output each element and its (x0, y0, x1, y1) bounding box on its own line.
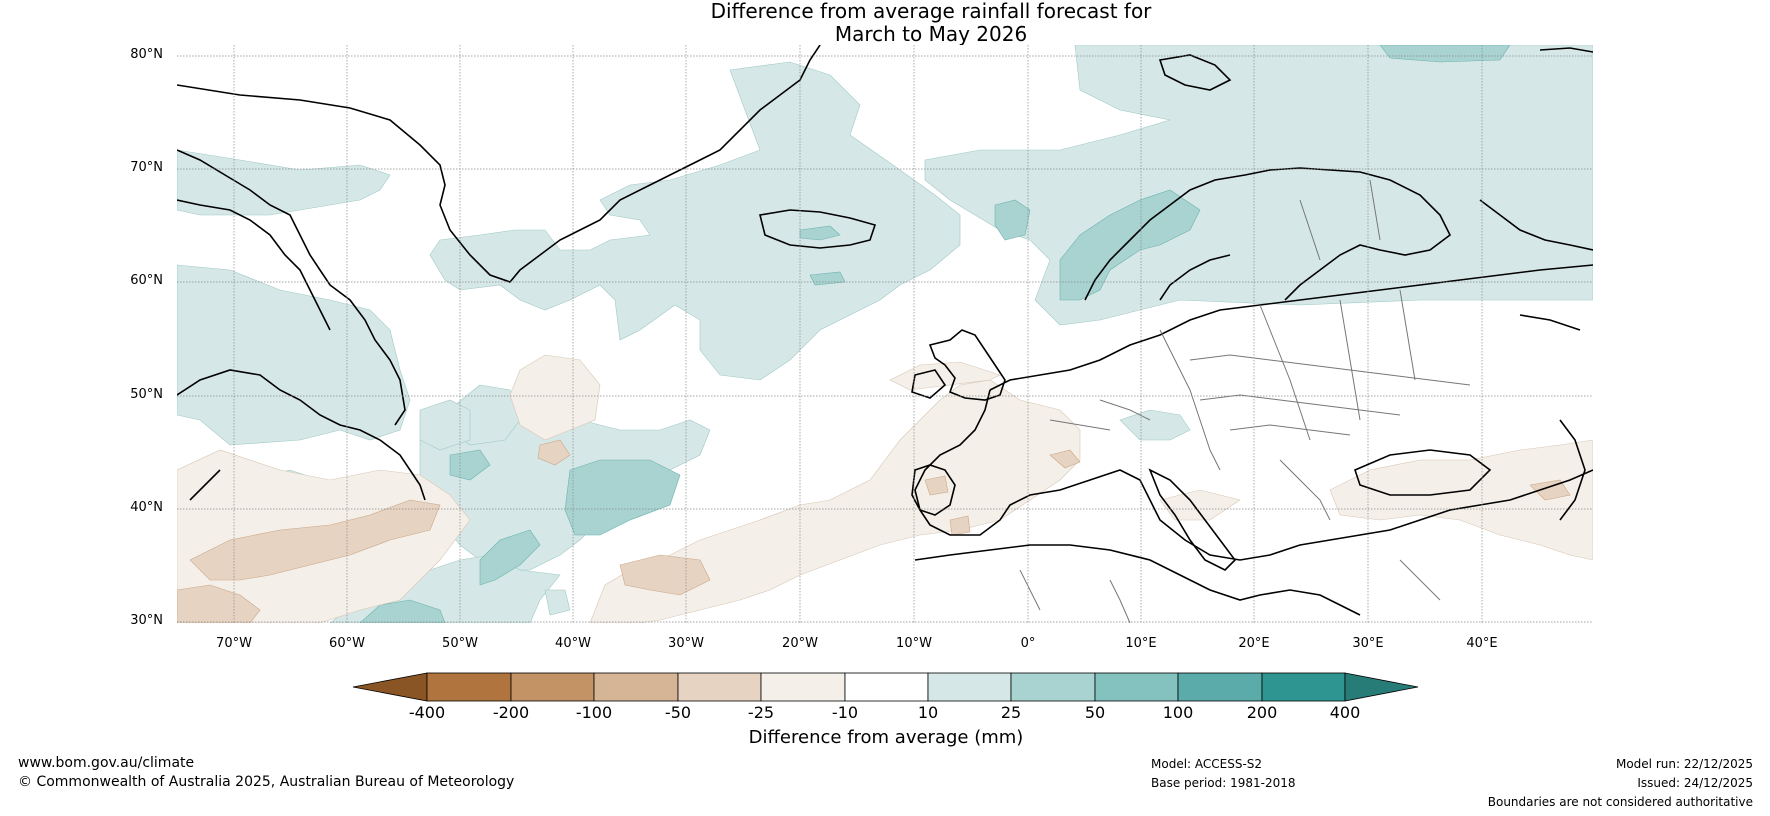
colorbar-swatch-12 (1344, 672, 1419, 702)
colorbar-tick-label: 100 (1162, 703, 1194, 722)
colorbar-tick-label: -50 (664, 703, 692, 722)
colorbar-tick-label: -10 (831, 703, 859, 722)
colorbar-swatch-10 (1177, 672, 1263, 702)
colorbar-swatch-2 (510, 672, 595, 702)
lon-label-60w: 60°W (329, 636, 365, 651)
website-link[interactable]: www.bom.gov.au/climate (18, 755, 195, 771)
lon-label-30e: 30°E (1352, 636, 1384, 651)
copyright-text: © Commonwealth of Australia 2025, Austra… (18, 774, 515, 790)
map-title: Difference from average rainfall forecas… (0, 0, 1770, 46)
colorbar-tick-label: -100 (575, 703, 613, 722)
base-period: Base period: 1981-2018 (1151, 776, 1296, 790)
lat-label-40n: 40°N (130, 500, 163, 515)
title-line-2: March to May 2026 (834, 22, 1028, 46)
colorbar-swatch-0 (352, 672, 428, 702)
dry-medium-regions (177, 439, 1571, 623)
wet-medium-regions (299, 45, 1511, 623)
lon-label-20e: 20°E (1238, 636, 1270, 651)
colorbar-tick-label: -25 (747, 703, 775, 722)
issued-date: Issued: 24/12/2025 (1637, 776, 1753, 790)
model-run-date: Model run: 22/12/2025 (1615, 757, 1753, 771)
lat-label-70n: 70°N (130, 160, 163, 175)
colorbar-swatch-3 (593, 672, 679, 702)
lon-label-10e: 10°E (1125, 636, 1157, 651)
colorbar-tick-label: 400 (1329, 703, 1361, 722)
wet-light-regions (177, 45, 1593, 623)
colorbar-tick-label: 10 (917, 703, 939, 722)
lon-label-40w: 40°W (555, 636, 591, 651)
lon-label-70w: 70°W (216, 636, 252, 651)
colorbar-title: Difference from average (mm) (748, 727, 1024, 748)
colorbar-tick-label: 50 (1084, 703, 1106, 722)
colorbar-swatch-7 (927, 672, 1012, 702)
colorbar-swatch-9 (1094, 672, 1179, 702)
lon-label-30w: 30°W (668, 636, 704, 651)
country-borders (1019, 179, 1471, 623)
colorbar-tick-label: -400 (408, 703, 446, 722)
gridlines (177, 45, 1593, 623)
lon-label-0: 0° (1020, 636, 1036, 651)
colorbar-tick-label: 200 (1246, 703, 1278, 722)
lon-label-20w: 20°W (782, 636, 818, 651)
lon-label-10w: 10°W (896, 636, 932, 651)
colorbar-swatch-5 (760, 672, 846, 702)
lat-label-80n: 80°N (130, 47, 163, 62)
colorbar-tick-label: -200 (492, 703, 530, 722)
colorbar-swatch-8 (1010, 672, 1096, 702)
colorbar (352, 672, 1419, 702)
model-name: Model: ACCESS-S2 (1151, 757, 1263, 771)
lon-label-50w: 50°W (442, 636, 478, 651)
lon-label-40e: 40°E (1466, 636, 1498, 651)
colorbar-swatch-11 (1261, 672, 1346, 702)
colorbar-swatch-1 (426, 672, 512, 702)
colorbar-tick-label: 25 (1000, 703, 1022, 722)
colorbar-swatch-4 (677, 672, 762, 702)
boundaries-disclaimer: Boundaries are not considered authoritat… (1487, 795, 1753, 809)
lat-label-50n: 50°N (130, 387, 163, 402)
coastlines (177, 45, 1593, 616)
title-line-1: Difference from average rainfall forecas… (710, 0, 1152, 23)
colorbar-swatch-6 (844, 672, 929, 702)
rainfall-map (177, 45, 1593, 623)
lat-label-30n: 30°N (130, 613, 163, 628)
lat-label-60n: 60°N (130, 273, 163, 288)
